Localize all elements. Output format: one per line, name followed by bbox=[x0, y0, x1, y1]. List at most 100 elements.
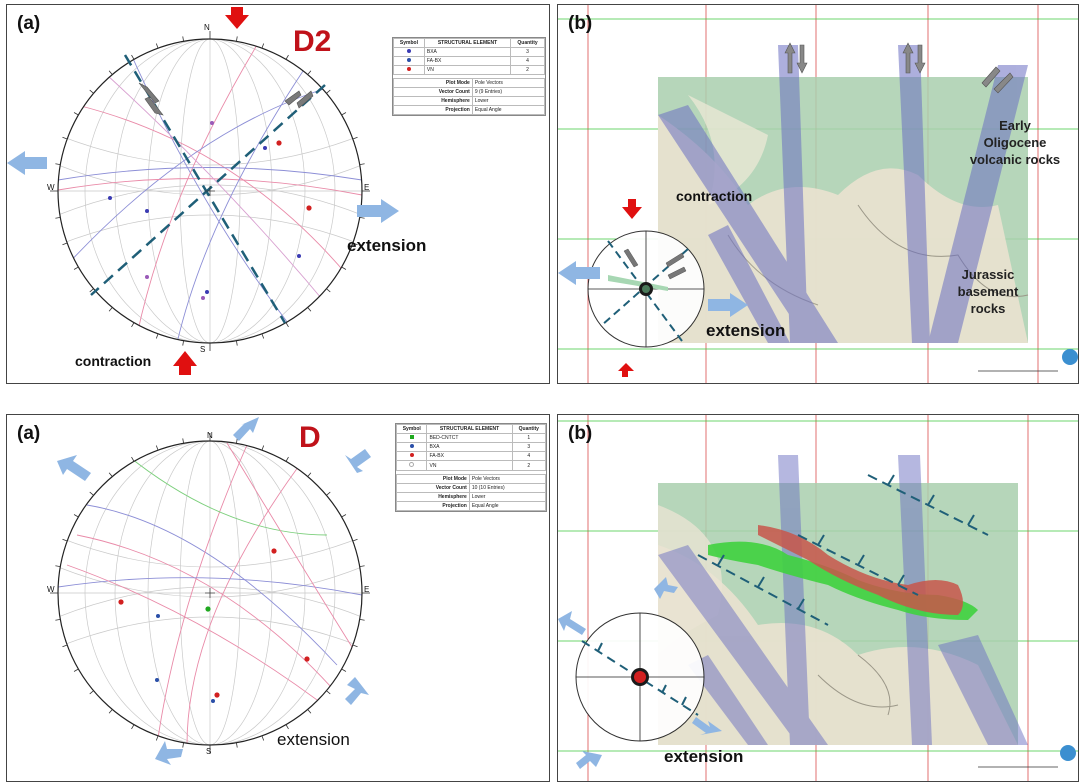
tick-mark bbox=[182, 438, 184, 444]
south-label: S bbox=[206, 747, 212, 756]
info-key: Plot Mode bbox=[396, 474, 470, 484]
tick-mark bbox=[285, 456, 289, 462]
tick-mark bbox=[55, 565, 61, 567]
contraction-label: contraction bbox=[676, 188, 753, 204]
tick-mark bbox=[73, 112, 79, 116]
legend-quantity: 2 bbox=[511, 460, 547, 471]
contraction-label: contraction bbox=[75, 353, 152, 369]
tick-mark bbox=[131, 724, 135, 730]
contraction-arrow-north bbox=[225, 7, 249, 29]
tick-mark bbox=[182, 340, 184, 346]
tick-mark bbox=[352, 644, 358, 648]
tick-mark bbox=[131, 456, 135, 462]
tick-mark bbox=[108, 307, 113, 312]
legend-quantity: 3 bbox=[510, 47, 545, 57]
tick-mark bbox=[73, 668, 79, 672]
tick-mark bbox=[352, 242, 358, 246]
volcanic-unit-label: Early Oligocene volcanic rocks bbox=[950, 117, 1078, 168]
top-stereonet-graphic bbox=[7, 7, 399, 375]
unit-line: basement bbox=[957, 284, 1019, 299]
bottom-model-graphic bbox=[558, 415, 1078, 781]
tick-mark bbox=[359, 163, 365, 165]
basement-unit-label: Jurassic basement rocks bbox=[938, 266, 1038, 317]
tick-mark bbox=[108, 472, 113, 477]
legend-header: Quantity bbox=[511, 424, 547, 434]
tick-mark bbox=[326, 89, 331, 94]
tick-mark bbox=[326, 288, 331, 293]
bottom-stereonet-panel: (a) D N S E W extension Symbol STRUCTURAL… bbox=[6, 414, 550, 782]
legend-symbol bbox=[406, 67, 411, 71]
legend-header: Symbol bbox=[395, 424, 428, 434]
info-value: 9 (9 Entries) bbox=[471, 87, 546, 97]
tick-mark bbox=[352, 538, 358, 542]
tick-mark bbox=[155, 735, 159, 741]
tick-mark bbox=[89, 491, 94, 496]
tick-mark bbox=[236, 36, 238, 42]
unit-line: Early bbox=[999, 118, 1031, 133]
tick-mark bbox=[131, 54, 135, 60]
legend-table: Symbol STRUCTURAL ELEMENT Quantity BXA 3 FA… bbox=[392, 37, 546, 116]
tick-mark bbox=[307, 70, 312, 75]
legend-header: Quantity bbox=[510, 38, 545, 48]
bottom-stereonet-graphic bbox=[50, 417, 371, 765]
info-key: Plot Mode bbox=[393, 78, 473, 88]
legend-element: BXA bbox=[423, 47, 512, 57]
tick-mark bbox=[108, 709, 113, 714]
tick-mark bbox=[359, 217, 365, 219]
info-key: Hemisphere bbox=[393, 96, 473, 106]
info-value: Equal Angle bbox=[468, 501, 547, 511]
legend-element: VN bbox=[426, 460, 513, 471]
extension-label: extension bbox=[664, 747, 744, 766]
dashed-plane-2 bbox=[90, 84, 326, 296]
unit-line: rocks bbox=[970, 301, 1006, 316]
tick-mark bbox=[131, 322, 135, 328]
info-key: Projection bbox=[393, 105, 473, 115]
tick-mark bbox=[352, 136, 358, 140]
extension-arrow-east bbox=[357, 199, 399, 223]
panel-tag: (a) bbox=[17, 13, 41, 34]
tick-mark bbox=[285, 54, 289, 60]
pole-points bbox=[118, 548, 310, 703]
panel-tag: (b) bbox=[568, 423, 593, 444]
orientation-globe-icon bbox=[1062, 349, 1078, 365]
tick-mark bbox=[326, 491, 331, 496]
top-model-panel: (b) contraction extension Early Oligocen… bbox=[557, 4, 1079, 384]
tick-mark bbox=[62, 136, 68, 140]
extension-arrow-east bbox=[708, 293, 748, 317]
east-label: E bbox=[364, 183, 370, 192]
tick-mark bbox=[155, 445, 159, 451]
tick-mark bbox=[341, 112, 347, 116]
tick-mark bbox=[182, 742, 184, 748]
dashed-plane-1 bbox=[123, 54, 287, 324]
legend-quantity: 4 bbox=[510, 56, 545, 66]
info-value: Lower bbox=[468, 492, 547, 502]
bottom-model-panel: (b) extension bbox=[557, 414, 1079, 782]
panel-tag: (a) bbox=[17, 423, 41, 444]
tick-mark bbox=[326, 690, 331, 695]
tick-mark bbox=[182, 36, 184, 42]
tick-mark bbox=[155, 333, 159, 339]
legend-element: BED-CNTCT bbox=[426, 433, 513, 443]
extension-label: extension bbox=[277, 730, 350, 749]
ore-body-red bbox=[758, 525, 963, 615]
legend-header: Symbol bbox=[393, 38, 425, 48]
top-stereonet-panel: (a) D2 N S E W extension contraction Sym… bbox=[6, 4, 550, 384]
extension-arrow-west bbox=[7, 151, 47, 175]
tick-mark bbox=[73, 266, 79, 270]
extension-label: extension bbox=[347, 236, 427, 255]
tick-mark bbox=[341, 668, 347, 672]
fault-offset-arrows bbox=[784, 42, 1014, 94]
tick-mark bbox=[307, 307, 312, 312]
legend-quantity: 4 bbox=[511, 451, 547, 461]
tick-mark bbox=[285, 724, 289, 730]
south-label: S bbox=[200, 345, 206, 354]
contraction-arrow-south bbox=[618, 363, 634, 377]
tick-mark bbox=[62, 538, 68, 542]
tick-mark bbox=[55, 217, 61, 219]
tick-mark bbox=[108, 70, 113, 75]
info-value: Pole Vectors bbox=[471, 78, 546, 88]
extension-arrow-west bbox=[558, 261, 600, 285]
extension-arrows bbox=[57, 417, 371, 765]
tick-mark bbox=[236, 742, 238, 748]
east-label: E bbox=[364, 585, 370, 594]
